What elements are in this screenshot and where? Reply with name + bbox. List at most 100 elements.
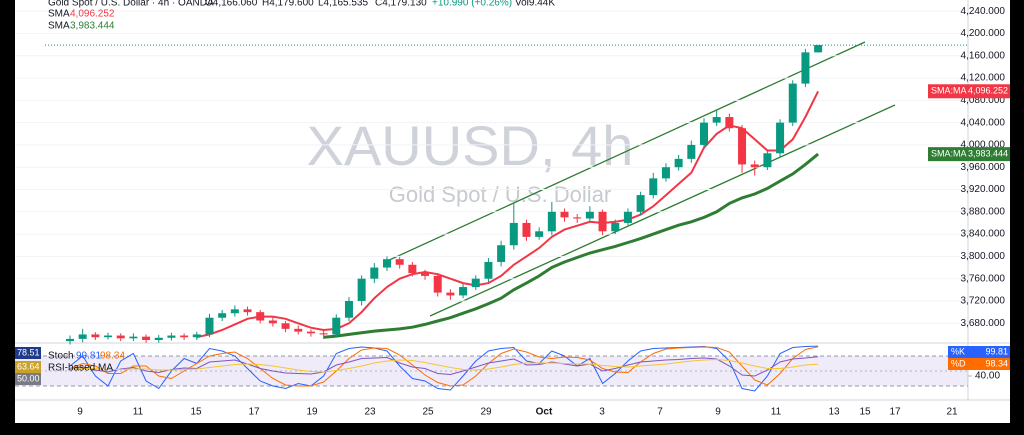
candle-body	[66, 338, 74, 342]
x-tick-label: 9	[77, 407, 83, 418]
rsi-ma-tag: 63.64	[17, 361, 40, 371]
x-tick-label: 15	[190, 407, 202, 418]
header-open: O4,166.060	[205, 0, 258, 9]
oscillator-line	[69, 346, 819, 387]
x-tick-label: 23	[364, 407, 376, 418]
header-high: H4,179.600	[262, 0, 314, 9]
candle-body	[78, 334, 87, 339]
sma-tag-name: SMA:MA	[931, 86, 967, 96]
candle-body	[547, 211, 556, 232]
candle-body	[687, 144, 696, 159]
candle-body	[281, 323, 290, 329]
y-tick-label: 4,040.000	[961, 117, 1006, 128]
candle-body	[661, 167, 670, 179]
osc-tag-value: 98.34	[985, 358, 1008, 368]
candle-body	[788, 83, 797, 123]
candle-body	[649, 178, 658, 196]
candle-body	[535, 231, 544, 237]
candle-body	[129, 336, 138, 339]
candle-body	[294, 328, 303, 332]
x-tick-label: 21	[946, 407, 958, 418]
y-tick-label: 4,200.000	[961, 28, 1006, 39]
candle-body	[332, 317, 341, 335]
candle-body	[192, 334, 201, 338]
candle-body	[433, 275, 442, 293]
y-tick-label: 3,720.000	[961, 296, 1006, 307]
sma-legend-name: SMA	[48, 21, 70, 32]
candle-body	[497, 245, 506, 262]
sma-line	[323, 152, 820, 339]
rsi-ma-legend: RSI-based MA	[48, 363, 113, 374]
y-tick-label: 3,680.000	[961, 318, 1006, 329]
y-tick-label: 4,120.000	[961, 73, 1006, 84]
candle-body	[408, 264, 417, 274]
x-tick-label: Oct	[536, 407, 553, 418]
osc-tag-value: 99.81	[985, 346, 1008, 356]
candle-body	[573, 217, 582, 219]
candle-body	[344, 300, 353, 318]
candle-body	[154, 337, 163, 340]
stoch-legend: Stoch	[48, 351, 74, 362]
candle-body	[357, 278, 366, 301]
sma-tag-value: 3,983.444	[968, 149, 1008, 159]
x-tick-label: 7	[657, 407, 663, 418]
candle-body	[738, 128, 747, 165]
candle-body	[814, 45, 823, 53]
header-title: Gold Spot / U.S. Dollar · 4h · OANDA	[48, 0, 214, 9]
candle-body	[256, 312, 265, 321]
candle-body	[142, 336, 151, 340]
candle-body	[509, 222, 518, 246]
y-tick-label: 3,880.000	[961, 206, 1006, 217]
candle-body	[167, 335, 176, 338]
oscillator-line	[69, 356, 819, 377]
candle-body	[763, 153, 772, 168]
x-tick-label: 17	[248, 407, 260, 418]
osc-tag-name: %D	[951, 358, 966, 368]
y-tick-label: 3,800.000	[961, 251, 1006, 262]
candle-body	[611, 222, 620, 232]
y-tick-label: 4,240.000	[961, 6, 1006, 17]
candle-body	[370, 267, 379, 279]
candle-body	[484, 261, 493, 279]
candle-body	[218, 313, 227, 318]
x-tick-label: 19	[306, 407, 318, 418]
rsi-tag-box	[15, 347, 41, 359]
sma-tag-value: 4,096.252	[968, 86, 1008, 96]
candle-body	[674, 158, 683, 168]
sma-line	[196, 90, 819, 339]
osc-tag-box	[948, 346, 1010, 358]
candle-body	[522, 222, 531, 237]
candle-body	[598, 211, 607, 232]
sma-legend-name: SMA	[48, 9, 70, 20]
x-tick-label: 29	[480, 407, 492, 418]
osc-tag-box	[948, 358, 1010, 370]
candle-body	[395, 259, 404, 265]
x-tick-label: 15	[859, 407, 871, 418]
oscillator-line	[69, 358, 819, 373]
y-tick-label: 4,160.000	[961, 50, 1006, 61]
candle-body	[725, 117, 734, 129]
candle-body	[560, 211, 569, 218]
rsi-tag: 78.51	[17, 347, 40, 357]
candle-body	[243, 309, 252, 313]
watermark-name: Gold Spot / U.S. Dollar	[389, 182, 612, 207]
y-tick-label: 4,080.000	[961, 95, 1006, 106]
candle-body	[750, 164, 759, 168]
stoch-k-legend: 99.81	[76, 351, 101, 362]
candle-body	[230, 309, 239, 314]
x-tick-label: 13	[828, 407, 840, 418]
trend-line	[429, 104, 896, 317]
x-tick-label: 9	[715, 407, 721, 418]
header-close: C4,179.130	[375, 0, 427, 9]
candle-body	[446, 292, 455, 296]
osc-tag-name: %K	[951, 346, 965, 356]
candle-body	[116, 335, 125, 339]
sma-legend-value: 4,096.252	[70, 9, 115, 20]
y-tick-label: 3,760.000	[961, 273, 1006, 284]
trend-line	[384, 41, 866, 263]
y-tick-label: 3,920.000	[961, 184, 1006, 195]
osc-tick-label: 40.00	[975, 371, 1000, 382]
